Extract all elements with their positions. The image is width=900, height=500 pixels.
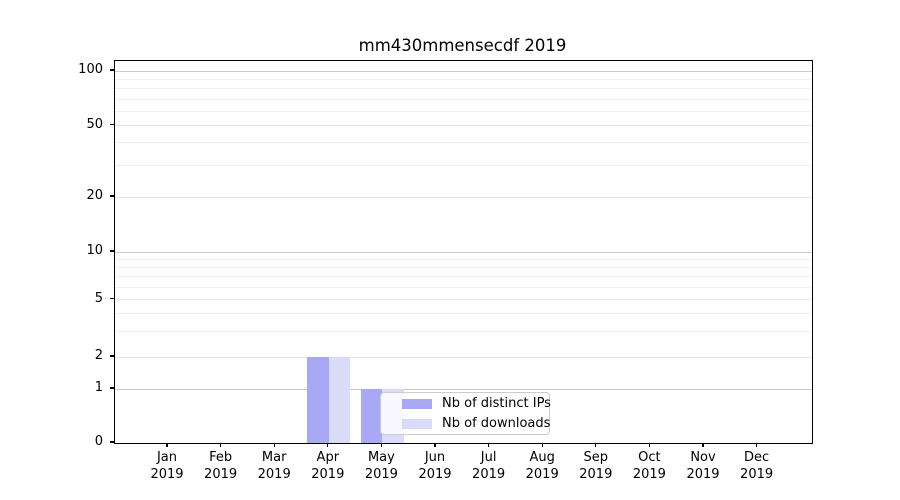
bar-distinct-ips-may bbox=[361, 389, 383, 443]
x-tick-label: Oct 2019 bbox=[632, 450, 666, 482]
x-tick-mark bbox=[166, 443, 168, 447]
gridline-labeled bbox=[115, 356, 812, 358]
legend-item-distinct-ips: Nb of distinct IPs bbox=[402, 396, 551, 412]
x-tick-mark bbox=[273, 443, 275, 447]
x-tick-mark bbox=[541, 443, 543, 447]
y-tick-mark bbox=[110, 250, 114, 252]
gridline-major bbox=[115, 388, 812, 390]
y-tick-mark bbox=[110, 387, 114, 389]
x-tick-label: May 2019 bbox=[364, 450, 398, 482]
gridline-major bbox=[115, 70, 812, 72]
y-tick-mark bbox=[110, 441, 114, 443]
x-tick-mark bbox=[648, 443, 650, 447]
legend-swatch-downloads bbox=[402, 418, 432, 429]
x-tick-label: Sep 2019 bbox=[579, 450, 613, 482]
y-tick-label: 0 bbox=[94, 434, 103, 449]
gridline-minor bbox=[115, 275, 812, 277]
gridline-minor bbox=[115, 331, 812, 333]
x-tick-label: Nov 2019 bbox=[686, 450, 720, 482]
plot-area: Nb of distinct IPs Nb of downloads bbox=[114, 60, 813, 444]
y-tick-mark bbox=[110, 355, 114, 357]
x-tick-label: Jul 2019 bbox=[472, 450, 506, 482]
x-tick-mark bbox=[702, 443, 704, 447]
legend: Nb of distinct IPs Nb of downloads bbox=[380, 392, 551, 435]
gridline-minor bbox=[115, 98, 812, 100]
legend-item-downloads: Nb of downloads bbox=[402, 416, 551, 432]
x-tick-label: Apr 2019 bbox=[311, 450, 345, 482]
y-tick-label: 50 bbox=[86, 116, 103, 132]
x-tick-label: Mar 2019 bbox=[257, 450, 291, 482]
gridline-minor bbox=[115, 164, 812, 166]
y-tick-label: 20 bbox=[86, 188, 103, 203]
x-tick-mark bbox=[327, 443, 329, 447]
x-tick-mark bbox=[434, 443, 436, 447]
y-tick-mark bbox=[110, 297, 114, 300]
x-tick-mark bbox=[756, 443, 758, 447]
gridline-minor bbox=[115, 88, 812, 90]
y-tick-label: 2 bbox=[94, 348, 103, 363]
y-tick-label: 10 bbox=[86, 243, 103, 258]
x-tick-label: Jun 2019 bbox=[418, 450, 452, 482]
x-tick-mark bbox=[220, 443, 222, 447]
x-tick-mark bbox=[488, 443, 490, 447]
chart-title: mm430mmensecdf 2019 bbox=[358, 36, 567, 55]
x-tick-label: Dec 2019 bbox=[740, 450, 774, 482]
bar-downloads-apr bbox=[328, 357, 351, 443]
gridline-minor bbox=[115, 110, 812, 112]
y-tick-label: 100 bbox=[78, 62, 103, 77]
gridline-minor bbox=[115, 286, 812, 288]
gridline-minor bbox=[115, 313, 812, 314]
legend-label-downloads: Nb of downloads bbox=[442, 416, 551, 431]
y-tick-mark bbox=[110, 123, 114, 126]
y-tick-label: 5 bbox=[94, 290, 103, 306]
legend-swatch-distinct-ips bbox=[402, 398, 432, 409]
x-tick-mark bbox=[595, 443, 597, 447]
gridline-minor bbox=[115, 142, 812, 144]
bar-distinct-ips-apr bbox=[307, 357, 329, 443]
gridline-labeled bbox=[115, 125, 812, 126]
legend-label-distinct-ips: Nb of distinct IPs bbox=[442, 396, 551, 411]
y-tick-mark bbox=[110, 195, 114, 197]
gridline-minor bbox=[115, 266, 812, 268]
x-tick-label: Aug 2019 bbox=[525, 450, 559, 482]
gridline-labeled bbox=[115, 196, 812, 198]
gridline-major bbox=[115, 251, 812, 253]
gridline-labeled bbox=[115, 299, 812, 300]
x-tick-label: Jan 2019 bbox=[150, 450, 184, 482]
gridline-minor bbox=[115, 258, 812, 260]
x-tick-label: Feb 2019 bbox=[204, 450, 238, 482]
x-tick-mark bbox=[380, 443, 382, 447]
y-tick-mark bbox=[110, 69, 114, 71]
gridline-minor bbox=[115, 78, 812, 80]
y-tick-label: 1 bbox=[94, 380, 103, 395]
